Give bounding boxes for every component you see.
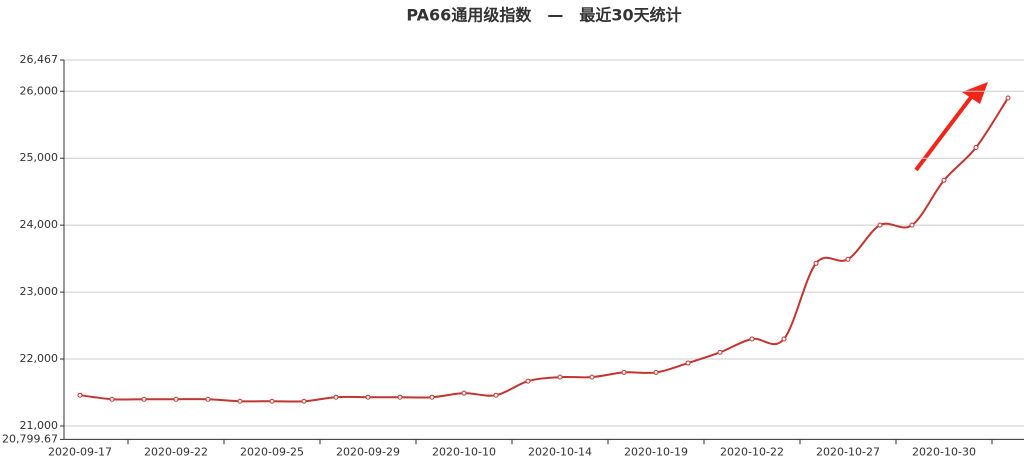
y-tick-label: 22,000 — [20, 352, 59, 365]
point — [621, 369, 627, 375]
point — [429, 394, 435, 400]
x-tick-label: 2020-09-25 — [240, 445, 304, 458]
point — [109, 396, 115, 402]
point — [237, 398, 243, 404]
y-tick-label: 21,000 — [20, 419, 59, 432]
x-tick-label: 2020-10-14 — [528, 445, 592, 458]
x-tick-label: 2020-10-22 — [720, 445, 784, 458]
point — [365, 394, 371, 400]
point — [973, 144, 979, 150]
point — [845, 256, 851, 262]
x-tick-label: 2020-10-19 — [624, 445, 688, 458]
point — [525, 378, 531, 384]
x-tick-label: 2020-10-27 — [816, 445, 880, 458]
point — [461, 390, 467, 396]
x-tick-label: 2020-09-17 — [48, 445, 112, 458]
point — [493, 392, 499, 398]
point — [557, 374, 563, 380]
point — [909, 222, 915, 228]
point — [717, 349, 723, 355]
point — [685, 360, 691, 366]
point — [301, 398, 307, 404]
trend-arrow — [914, 82, 988, 172]
point — [77, 392, 83, 398]
point — [173, 396, 179, 402]
x-tick-label: 2020-10-10 — [432, 445, 496, 458]
chart-title: PA66通用级指数 — 最近30天统计 — [406, 6, 681, 25]
point — [397, 394, 403, 400]
point — [813, 260, 819, 266]
x-tick-label: 2020-09-22 — [144, 445, 208, 458]
x-tick-label: 2020-09-29 — [336, 445, 400, 458]
x-tick-label: 2020-10-30 — [912, 445, 976, 458]
point — [877, 222, 883, 228]
point — [589, 374, 595, 380]
point — [269, 398, 275, 404]
arrow-shaft — [914, 90, 977, 172]
y-tick-label: 25,000 — [20, 151, 59, 164]
y-tick-label: 26,000 — [20, 84, 59, 97]
y-tick-label: 20,799.67 — [2, 432, 58, 445]
point — [1005, 95, 1011, 101]
point — [653, 369, 659, 375]
point — [205, 396, 211, 402]
point — [941, 177, 947, 183]
y-tick-label: 26,467 — [20, 53, 59, 66]
series-line — [79, 97, 1009, 403]
point — [781, 336, 787, 342]
y-tick-label: 23,000 — [20, 285, 59, 298]
point — [333, 394, 339, 400]
point — [749, 336, 755, 342]
point — [141, 396, 147, 402]
y-tick-label: 24,000 — [20, 218, 59, 231]
arrow-head — [962, 82, 988, 104]
